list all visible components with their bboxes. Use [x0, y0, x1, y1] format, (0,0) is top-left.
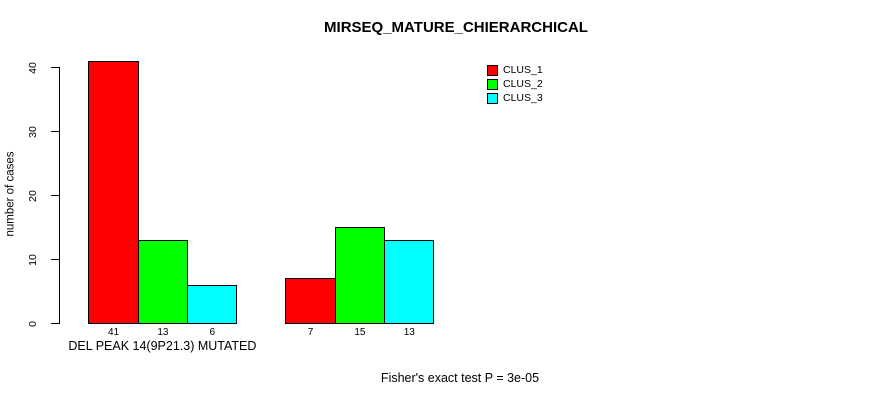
y-tick-label: 30 [26, 125, 39, 138]
bar-value-label: 13 [157, 327, 169, 338]
legend-swatch [487, 79, 498, 90]
y-tick [51, 195, 59, 196]
bar-clus_3-group2 [384, 239, 435, 324]
legend-label: CLUS_3 [503, 92, 543, 105]
legend-swatch [487, 65, 498, 76]
y-tick-label: 10 [26, 253, 39, 266]
bar-clus_1-group2 [285, 278, 336, 324]
chart-title: MIRSEQ_MATURE_CHIERARCHICAL [324, 19, 588, 36]
bar-value-label: 13 [403, 327, 415, 338]
y-tick [51, 323, 59, 324]
y-tick [51, 131, 59, 132]
bar-clus_2-group1 [137, 239, 189, 324]
bar-clus_3-group1 [187, 284, 238, 324]
x-axis-category-label: DEL PEAK 14(9P21.3) MUTATED [68, 339, 257, 353]
y-tick-label: 40 [26, 61, 39, 74]
pvalue-annotation: Fisher's exact test P = 3e-05 [380, 371, 540, 385]
legend-label: CLUS_1 [503, 64, 543, 77]
y-tick [51, 259, 59, 260]
legend-label: CLUS_2 [503, 78, 543, 91]
bar-clus_1-group1 [88, 60, 139, 324]
bar-value-label: 7 [307, 327, 314, 338]
legend-item: CLUS_2 [487, 79, 543, 90]
legend-item: CLUS_3 [487, 93, 543, 104]
bar-value-label: 15 [354, 327, 366, 338]
y-axis-label: number of cases [4, 151, 17, 237]
bar-clus_2-group2 [334, 227, 386, 324]
legend-item: CLUS_1 [487, 65, 543, 76]
y-axis-line [58, 67, 60, 324]
y-tick [51, 67, 59, 68]
y-tick-label: 0 [26, 320, 39, 327]
legend-swatch [487, 93, 498, 104]
legend: CLUS_1 CLUS_2 CLUS_3 [487, 65, 543, 104]
bar-value-label: 41 [107, 327, 120, 338]
bar-value-label: 6 [209, 327, 216, 338]
y-tick-label: 20 [26, 189, 39, 202]
